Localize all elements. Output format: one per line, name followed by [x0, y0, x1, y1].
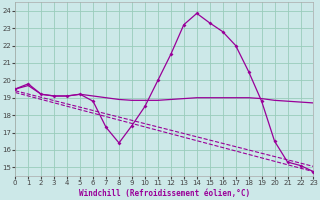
X-axis label: Windchill (Refroidissement éolien,°C): Windchill (Refroidissement éolien,°C): [79, 189, 250, 198]
